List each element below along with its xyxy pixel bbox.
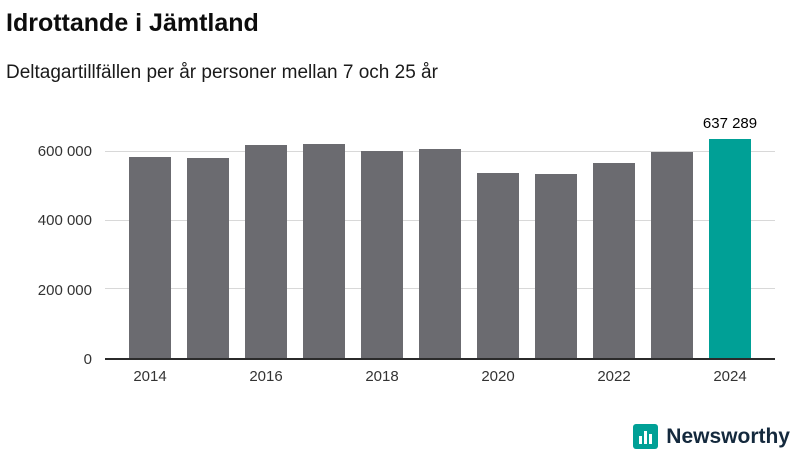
bar-slot: [411, 135, 469, 358]
bar-slot: [295, 135, 353, 358]
bar-slot: 637 289: [701, 115, 759, 358]
bar: [302, 144, 346, 358]
value-annotation: 637 289: [702, 115, 758, 133]
x-axis-label: [411, 368, 469, 385]
y-axis-label: 600 000: [37, 143, 92, 161]
x-axis-label: 2016: [249, 367, 283, 385]
x-axis-label: [295, 368, 353, 385]
y-axis: 0 200 000 400 000 600 000: [0, 135, 92, 368]
bar-highlighted: [708, 139, 752, 358]
bar-slot: [585, 135, 643, 358]
x-axis-label: 2018: [365, 367, 399, 385]
bar: [186, 158, 230, 358]
y-axis-label: 200 000: [37, 281, 92, 299]
x-axis-label: 2020: [481, 367, 515, 385]
bar: [128, 157, 172, 358]
bar: [650, 151, 694, 358]
bar-slot: [643, 135, 701, 358]
x-axis-label: 2014: [133, 367, 167, 385]
bar: [534, 174, 578, 358]
x-axis-label: [179, 368, 237, 385]
bar: [476, 173, 520, 358]
x-axis-label: [643, 368, 701, 385]
page-title: Idrottande i Jämtland: [6, 9, 259, 37]
bar: [418, 148, 462, 358]
plot-area: 637 289: [105, 115, 775, 360]
newsworthy-logo[interactable]: Newsworthy: [632, 423, 790, 450]
logo-text: Newsworthy: [666, 424, 790, 448]
x-axis-label: 2022: [597, 367, 631, 385]
bar: [244, 145, 288, 358]
y-axis-label: 0: [83, 350, 92, 368]
bar-slot: [179, 135, 237, 358]
bar-chart: 0 200 000 400 000 600 000 637 289: [0, 115, 800, 368]
bar: [360, 151, 404, 358]
bar-slot: [237, 135, 295, 358]
x-axis: 2014 2016 2018 2020 2022 2024: [105, 368, 775, 385]
bar-slot: [527, 135, 585, 358]
bar-slot: [353, 135, 411, 358]
bar-slot: [469, 135, 527, 358]
bar: [592, 163, 636, 358]
x-axis-label: [527, 368, 585, 385]
page-subtitle: Deltagartillfällen per år personer mella…: [6, 62, 438, 83]
bar-chart-logo-icon: [632, 423, 659, 450]
bar-slot: [121, 135, 179, 358]
x-axis-label: 2024: [713, 367, 747, 385]
y-axis-label: 400 000: [37, 212, 92, 230]
